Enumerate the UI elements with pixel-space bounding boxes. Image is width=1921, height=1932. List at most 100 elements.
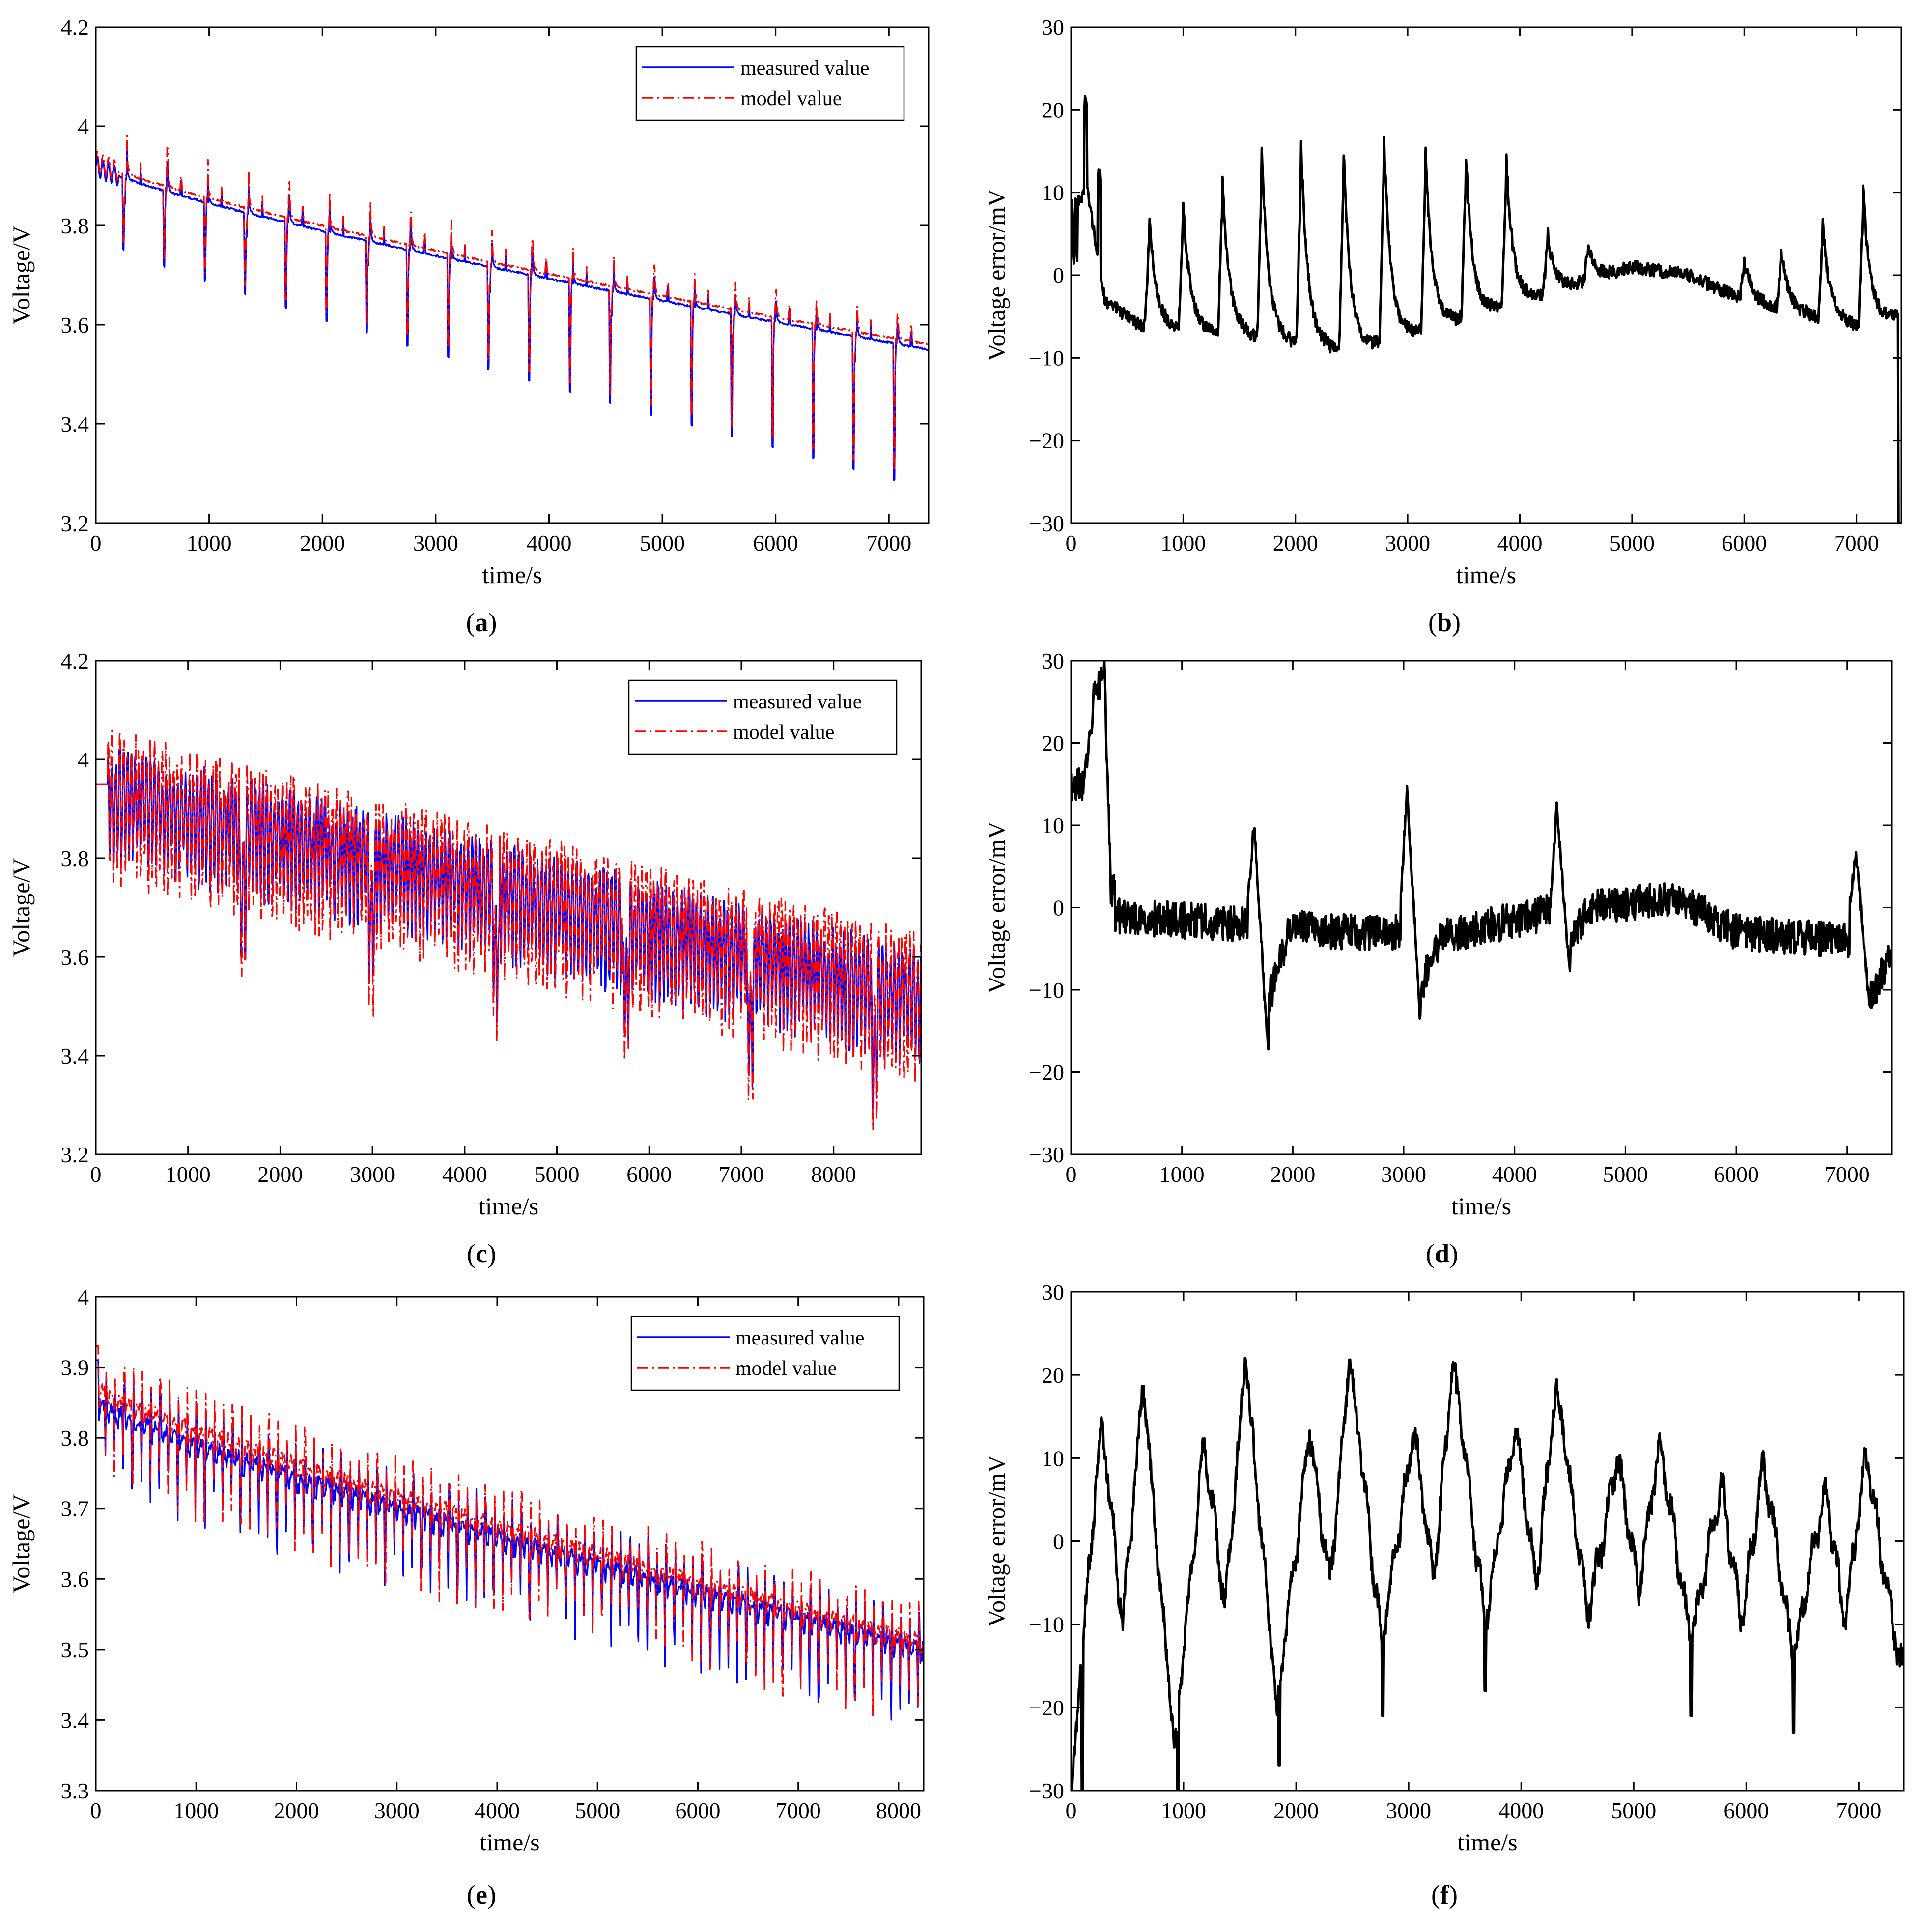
legend-entry-label: measured value — [733, 691, 862, 713]
x-tick-label: 2000 — [274, 1798, 319, 1823]
x-tick-label: 5000 — [1610, 531, 1655, 556]
x-tick-label: 6000 — [1722, 531, 1767, 556]
x-axis-label: time/s — [480, 1828, 539, 1856]
x-tick-label: 5000 — [1611, 1798, 1656, 1823]
x-tick-label: 5000 — [1603, 1162, 1648, 1187]
y-tick-label: 4 — [78, 114, 89, 139]
x-tick-label: 6000 — [753, 531, 798, 556]
y-tick-label: 30 — [1042, 15, 1064, 40]
x-tick-label: 7000 — [866, 531, 911, 556]
y-tick-label: 3.2 — [61, 1142, 89, 1167]
series-group — [1071, 95, 1901, 523]
x-tick-label: 7000 — [1836, 1798, 1881, 1823]
y-tick-label: 20 — [1042, 1363, 1064, 1388]
y-axis-label: Voltage error/mV — [983, 821, 1010, 993]
axes-frame — [95, 660, 922, 1155]
axes-frame — [95, 1296, 925, 1792]
y-tick-label: −30 — [1029, 1142, 1064, 1167]
y-tick-label: 3.3 — [61, 1778, 89, 1803]
y-tick-label: 0 — [1053, 263, 1064, 288]
x-tick-label: 3000 — [374, 1798, 420, 1823]
x-tick-label: 4000 — [475, 1798, 520, 1823]
y-tick-label: −10 — [1029, 978, 1064, 1003]
series-line-error — [1071, 661, 1892, 1051]
x-tick-label: 4000 — [526, 531, 571, 556]
y-axis-label: Voltage error/mV — [983, 1455, 1010, 1627]
y-tick-label: 3.8 — [61, 213, 89, 238]
x-tick-label: 3000 — [1386, 1798, 1431, 1823]
panel-label: (d) — [1426, 1239, 1458, 1268]
y-tick-label: 4.2 — [61, 648, 89, 673]
y-tick-label: 3.8 — [61, 1426, 89, 1451]
legend-entry-label: measured value — [740, 57, 869, 80]
legend-box — [628, 679, 898, 755]
y-tick-label: 3.6 — [61, 1567, 89, 1592]
y-axis-label: Voltage/V — [7, 858, 35, 957]
y-tick-label: 10 — [1042, 1446, 1064, 1471]
panels: 0 1000 2000 3000 4000 5000 6000 70003.23.43.63.… — [7, 15, 1905, 1909]
chart-panel-2: 0 1000 2000 3000 4000 5000 6000 7000 8000 3.2 3.4 3… — [7, 648, 922, 1268]
y-tick-label: −20 — [1029, 1695, 1064, 1720]
chart-panel-1: 0 1000 2000 3000 4000 5000 6000 7000 −30 −20 −10 0 1… — [983, 15, 1902, 637]
y-tick-label: −20 — [1029, 1060, 1064, 1085]
y-tick-label: 20 — [1042, 97, 1064, 122]
y-tick-label: 10 — [1042, 813, 1064, 838]
x-tick-label: 0 — [90, 531, 102, 556]
y-tick-label: 3.8 — [61, 846, 89, 871]
panel-label: (a) — [466, 608, 497, 637]
x-tick-label: 4000 — [1497, 531, 1543, 556]
x-axis-label: time/s — [1457, 1828, 1517, 1856]
x-tick-label: 1000 — [1159, 1162, 1205, 1187]
legend-entry-label: model value — [733, 721, 834, 744]
x-tick-label: 1000 — [187, 531, 232, 556]
x-axis-label: time/s — [1456, 561, 1516, 588]
chart-panel-0: 0 1000 2000 3000 4000 5000 6000 7000 3.2 3.4 3.6 3.… — [7, 15, 930, 637]
x-tick-label: 7000 — [1825, 1162, 1870, 1187]
legend-entry-label: model value — [735, 1357, 837, 1380]
chart-panel-5: 0 1000 2000 3000 4000 5000 6000 7000 −30 −20 −10 0 1… — [983, 1280, 1905, 1909]
y-tick-label: 30 — [1042, 1280, 1064, 1305]
x-tick-label: 6000 — [1723, 1798, 1769, 1823]
x-tick-label: 0 — [1066, 531, 1077, 556]
panel-label: (b) — [1428, 608, 1461, 637]
x-tick-label: 0 — [1066, 1798, 1077, 1823]
y-tick-label: 0 — [1053, 1529, 1064, 1554]
x-tick-label: 2000 — [257, 1162, 303, 1187]
panel-label: (c) — [467, 1239, 496, 1268]
y-tick-label: 10 — [1042, 180, 1064, 205]
series-group — [1071, 661, 1892, 1051]
y-tick-label: 3.4 — [61, 1043, 89, 1068]
series-line-model-value — [96, 135, 929, 472]
x-tick-label: 8000 — [811, 1162, 856, 1187]
x-tick-label: 4000 — [1498, 1798, 1544, 1823]
y-tick-label: 3.4 — [61, 1708, 89, 1733]
legend-box — [630, 1316, 900, 1391]
legend-entry-label: measured value — [735, 1327, 864, 1349]
legend: measured value model value — [628, 679, 898, 755]
x-tick-label: 7000 — [776, 1798, 821, 1823]
y-axis-label: Voltage/V — [7, 225, 35, 325]
x-tick-label: 1000 — [166, 1162, 211, 1187]
x-tick-label: 4000 — [1492, 1162, 1537, 1187]
x-tick-label: 3000 — [350, 1162, 395, 1187]
series-line-error — [1071, 95, 1901, 523]
x-tick-label: 2000 — [1273, 1798, 1319, 1823]
y-tick-label: 3.5 — [61, 1637, 89, 1662]
series-line-error — [1071, 1356, 1904, 1791]
series-group — [96, 1345, 924, 1721]
panel-label: (f) — [1431, 1880, 1458, 1909]
y-tick-label: −20 — [1029, 428, 1064, 453]
y-tick-label: 3.9 — [61, 1355, 89, 1380]
y-tick-label: −10 — [1029, 345, 1064, 370]
x-tick-label: 1000 — [1160, 531, 1206, 556]
x-tick-label: 0 — [90, 1798, 102, 1823]
legend: measured value model value — [635, 46, 905, 121]
x-tick-label: 2000 — [1273, 531, 1318, 556]
y-tick-label: 0 — [1053, 896, 1064, 921]
x-tick-label: 0 — [1066, 1162, 1077, 1187]
series-line-model-value — [96, 1345, 924, 1716]
series-group — [96, 729, 921, 1130]
x-tick-label: 1000 — [1161, 1798, 1206, 1823]
